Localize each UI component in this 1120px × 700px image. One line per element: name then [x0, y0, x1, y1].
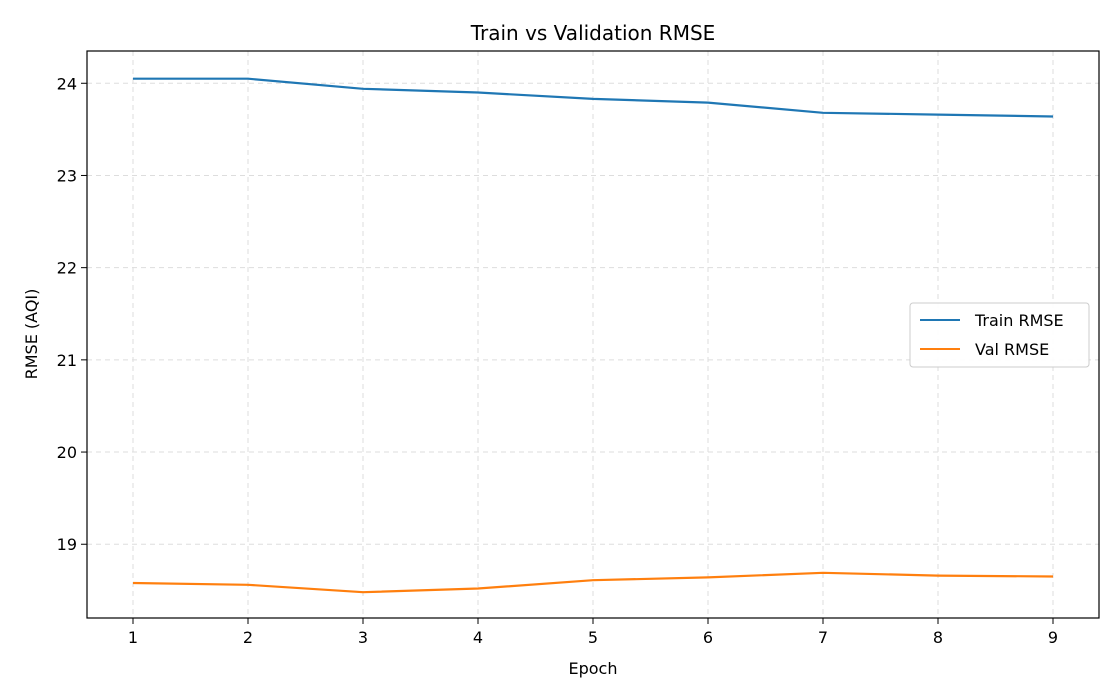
x-tick-label: 6: [703, 628, 713, 647]
x-tick-label: 5: [588, 628, 598, 647]
x-tick-label: 7: [818, 628, 828, 647]
legend-label-val-rmse: Val RMSE: [975, 340, 1049, 359]
y-tick-label: 20: [57, 443, 77, 462]
x-axis: 1 2 3 4 5 6 7 8 9: [128, 618, 1058, 647]
series-lines: [132, 77, 1054, 594]
y-tick-label: 21: [57, 351, 77, 370]
y-axis-label: RMSE (AQI): [22, 289, 41, 380]
x-tick-label: 3: [358, 628, 368, 647]
grid: [87, 51, 1099, 618]
legend: Train RMSE Val RMSE: [909, 302, 1090, 368]
series-line-val-rmse: [132, 571, 1054, 594]
x-tick-label: 8: [933, 628, 943, 647]
y-tick-label: 19: [57, 535, 77, 554]
chart-title: Train vs Validation RMSE: [470, 21, 716, 45]
series-line-train-rmse: [133, 77, 1054, 118]
x-tick-label: 4: [473, 628, 483, 647]
x-axis-label: Epoch: [569, 659, 618, 678]
x-tick-label: 2: [243, 628, 253, 647]
y-tick-label: 24: [57, 74, 77, 93]
x-tick-label: 1: [128, 628, 138, 647]
y-axis: 19 20 21 22 23 24: [57, 74, 87, 554]
y-tick-label: 23: [57, 166, 77, 185]
legend-label-train-rmse: Train RMSE: [974, 311, 1064, 330]
y-tick-label: 22: [57, 259, 77, 278]
x-tick-label: 9: [1048, 628, 1058, 647]
